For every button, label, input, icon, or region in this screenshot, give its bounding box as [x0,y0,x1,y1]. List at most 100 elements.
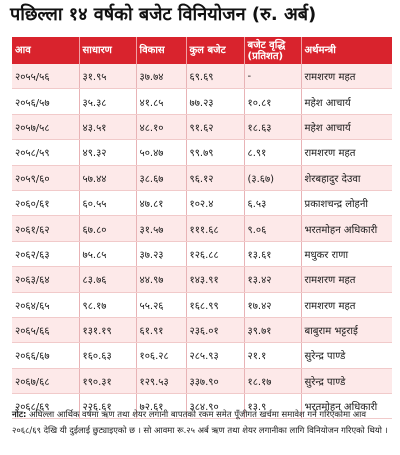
cell-budget-growth: १०.८१ [244,88,302,115]
cell-total-budget: १०२.४ [186,190,245,217]
cell-fiscal-year: २०५५/५६ [12,64,80,90]
footnote-label: नोट: [12,409,27,419]
cell-fiscal-year: २०६६/६७ [12,342,80,369]
cell-fiscal-year: २०५८/५९ [12,139,80,166]
cell-budget-growth: १७.४२ [244,292,302,318]
cell-fiscal-year: २०६८/६९ [12,393,80,420]
cell-regular: ९८.१७ [79,292,137,318]
table-row: २०६६/६७ १६०.६३ १०६.२८ २८५.९३ २१.१ सुरेन्… [12,342,392,369]
cell-regular: ७५.८५ [79,241,137,268]
footnote: नोट: अघिल्ला आर्थिक वर्षमा ऋण तथा शेयर ल… [12,406,392,438]
cell-total-budget: १६८.९९ [186,292,245,318]
cell-finance-minister: भरतमोहन अधिकारी [301,393,392,420]
cell-development: ५०.४७ [136,139,187,166]
cell-finance-minister: शेरबहादुर देउवा [301,165,392,191]
cell-finance-minister: मधुकर राणा [301,241,392,268]
cell-budget-growth: (३.६७) [244,165,302,191]
table-row: २०६१/६२ ६७.८० ३१.५७ १११.६८ ९.०६ भरतमोहन … [12,215,392,242]
table-row: २०५९/६० ५७.४४ ३८.६७ ९६.१२ (३.६७) शेरबहाद… [12,165,392,191]
cell-fiscal-year: २०५७/५८ [12,114,80,141]
column-header-development: विकास [136,37,187,64]
cell-fiscal-year: २०६४/६५ [12,292,80,318]
cell-total-budget: ६९.६९ [186,64,245,90]
cell-budget-growth: ९.०६ [244,215,302,242]
cell-fiscal-year: २०५९/६० [12,165,80,191]
cell-development: ३७.७४ [136,64,187,90]
cell-regular: ६७.८० [79,215,137,242]
column-header-fiscal-year: आव [12,37,80,64]
cell-budget-growth: १८.१७ [244,368,302,395]
table-row: २०६७/६८ १९०.३१ १२९.५३ ३३७.९० १८.१७ सुरेन… [12,368,392,395]
cell-fiscal-year: २०६०/६१ [12,190,80,217]
table-header-row: आव साधारण विकास कुल बजेट बजेट वृद्धि (प्… [12,37,392,64]
cell-budget-growth: - [244,64,302,90]
cell-finance-minister: रामशरण महत [301,266,392,293]
cell-regular: २२६.६१ [79,393,137,420]
cell-development: ४७.८१ [136,190,187,217]
cell-finance-minister: रामशरण महत [301,64,392,90]
cell-budget-growth: ३९.७१ [244,317,302,344]
cell-development: ४१.८५ [136,88,187,115]
cell-regular: १६०.६३ [79,342,137,369]
cell-fiscal-year: २०६१/६२ [12,215,80,242]
cell-budget-growth: ८.९१ [244,139,302,166]
cell-total-budget: ९६.१२ [186,165,245,191]
cell-development: ३१.५७ [136,215,187,242]
column-header-finance-minister: अर्थमन्त्री [301,37,392,64]
cell-finance-minister: महेश आचार्य [301,114,392,141]
table-row: २०६०/६१ ६०.५५ ४७.८१ १०२.४ ६.५३ प्रकाशचन्… [12,190,392,217]
column-header-regular: साधारण [79,37,137,64]
cell-fiscal-year: २०६२/६३ [12,241,80,268]
cell-total-budget: ९१.६२ [186,114,245,141]
column-header-total-budget: कुल बजेट [186,37,245,64]
cell-regular: ४९.३२ [79,139,137,166]
cell-total-budget: ७७.२३ [186,88,245,115]
cell-budget-growth: २१.१ [244,342,302,369]
table-row: २०५६/५७ ३५.३८ ४१.८५ ७७.२३ १०.८१ महेश आचा… [12,88,392,115]
table-row: २०६३/६४ ८३.७६ ४४.९७ १४३.९१ १३.४२ रामशरण … [12,266,392,293]
cell-regular: १३१.१९ [79,317,137,344]
cell-budget-growth: १३.४२ [244,266,302,293]
cell-regular: ५७.४४ [79,165,137,191]
cell-regular: ६०.५५ [79,190,137,217]
cell-finance-minister: महेश आचार्य [301,88,392,115]
table-row: २०६५/६६ १३१.१९ ६१.९१ २३६.०१ ३९.७१ बाबुरा… [12,317,392,344]
cell-development: १०६.२८ [136,342,187,369]
cell-budget-growth: १८.६३ [244,114,302,141]
cell-total-budget: २३६.०१ [186,317,245,344]
page-title: पछिल्ला १४ वर्षको बजेट विनियोजन (रु. अर्… [10,4,317,25]
cell-total-budget: ३३७.९० [186,368,245,395]
cell-development: ७२.६१ [136,393,187,420]
cell-budget-growth: ६.५३ [244,190,302,217]
cell-total-budget: ३८४.९० [186,393,245,420]
cell-development: ३८.६७ [136,165,187,191]
cell-fiscal-year: २०५६/५७ [12,88,80,115]
cell-finance-minister: रामशरण महत [301,139,392,166]
cell-regular: ८३.७६ [79,266,137,293]
table-row: २०५८/५९ ४९.३२ ५०.४७ ९९.७९ ८.९१ रामशरण मह… [12,139,392,166]
budget-table: आव साधारण विकास कुल बजेट बजेट वृद्धि (प्… [12,37,392,420]
table-row: २०६४/६५ ९८.१७ ५५.२६ १६८.९९ १७.४२ रामशरण … [12,292,392,318]
cell-finance-minister: बाबुराम भट्टराई [301,317,392,344]
cell-total-budget: १४३.९१ [186,266,245,293]
table-row: २०६८/६९ २२६.६१ ७२.६१ ३८४.९० १३.९ भरतमोहन… [12,393,392,420]
cell-fiscal-year: २०६७/६८ [12,368,80,395]
cell-total-budget: २८५.९३ [186,342,245,369]
cell-fiscal-year: २०६५/६६ [12,317,80,344]
cell-development: ४८.१० [136,114,187,141]
table-row: २०६२/६३ ७५.८५ ३७.२३ १२६.८८ १३.६१ मधुकर र… [12,241,392,268]
cell-development: ४४.९७ [136,266,187,293]
cell-fiscal-year: २०६३/६४ [12,266,80,293]
cell-finance-minister: रामशरण महत [301,292,392,318]
cell-regular: ४३.५१ [79,114,137,141]
cell-regular: ३१.९५ [79,64,137,90]
table-row: २०५७/५८ ४३.५१ ४८.१० ९१.६२ १८.६३ महेश आचा… [12,114,392,141]
cell-finance-minister: प्रकाशचन्द्र लोहनी [301,190,392,217]
table-row: २०५५/५६ ३१.९५ ३७.७४ ६९.६९ - रामशरण महत [12,64,392,90]
cell-finance-minister: सुरेन्द्र पाण्डे [301,342,392,369]
cell-total-budget: ९९.७९ [186,139,245,166]
cell-finance-minister: भरतमोहन अधिकारी [301,215,392,242]
cell-total-budget: १११.६८ [186,215,245,242]
cell-regular: ३५.३८ [79,88,137,115]
cell-finance-minister: सुरेन्द्र पाण्डे [301,368,392,395]
